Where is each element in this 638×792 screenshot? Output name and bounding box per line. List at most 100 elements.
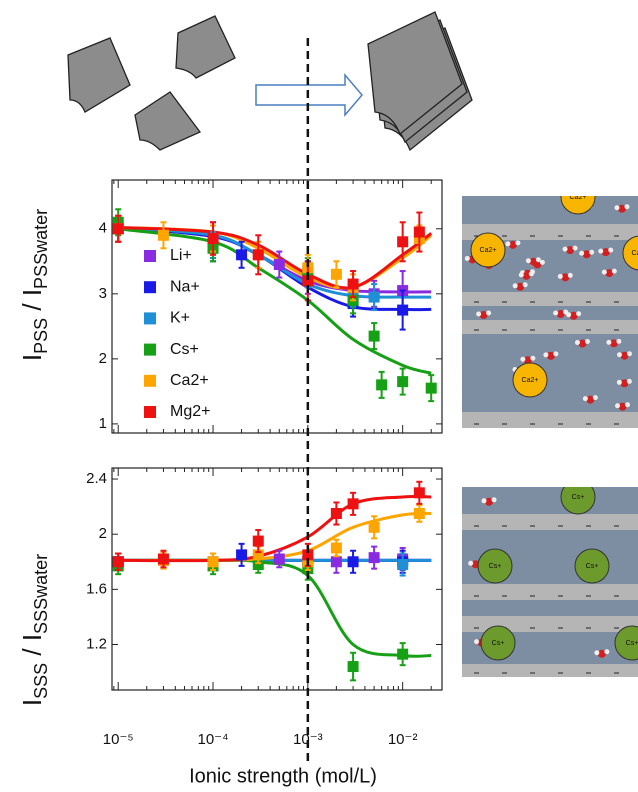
y-axis-label-part: I xyxy=(17,699,47,706)
ion xyxy=(622,235,638,271)
water-molecule xyxy=(624,204,630,210)
legend-label: Ca2+ xyxy=(170,372,209,389)
y-tick-label: 2 xyxy=(99,350,107,367)
marker xyxy=(112,556,124,568)
water-molecule xyxy=(476,311,482,317)
y-axis-label: ISSS / ISSSwater xyxy=(17,554,51,706)
clay-layer xyxy=(462,664,638,677)
legend-swatch xyxy=(144,406,156,418)
ion-label: Ca2+ xyxy=(570,194,587,201)
flake xyxy=(67,37,131,113)
marker xyxy=(207,556,219,568)
water-molecule xyxy=(616,352,622,358)
plot-frame xyxy=(111,467,443,691)
water-molecule xyxy=(598,248,604,254)
marker xyxy=(376,379,388,391)
water-molecule xyxy=(586,395,595,404)
ion-label: Cs+ xyxy=(626,640,638,647)
water-molecule xyxy=(601,248,610,257)
y-tick-label: 2.4 xyxy=(86,470,107,487)
flakes-cartoon xyxy=(67,15,236,151)
ion xyxy=(512,362,548,398)
clay-layer xyxy=(462,514,638,530)
water-molecule xyxy=(578,339,587,348)
marker xyxy=(397,559,409,571)
water-molecule xyxy=(557,273,563,279)
water-molecule xyxy=(605,269,614,278)
water-molecule xyxy=(626,378,632,384)
water-molecule xyxy=(620,379,629,388)
legend-swatch xyxy=(144,343,156,356)
water-molecule xyxy=(606,339,612,345)
water-molecule xyxy=(608,247,614,253)
water-molecule xyxy=(479,311,488,320)
marker xyxy=(302,275,314,287)
plot-frame xyxy=(111,179,443,434)
marker xyxy=(347,278,359,290)
water-molecule xyxy=(508,240,517,249)
legend-label: Li+ xyxy=(170,247,192,264)
water-molecule xyxy=(601,269,607,275)
water-molecule xyxy=(486,310,492,316)
clay-layer xyxy=(462,320,638,334)
marker xyxy=(273,553,285,565)
y-axis-label-part: / I xyxy=(17,634,47,663)
water-molecule xyxy=(616,338,622,344)
y-axis-label: IPSS / IPSSwater xyxy=(17,209,51,361)
legend-label: Mg2+ xyxy=(170,403,210,420)
y-tick-label: 1.6 xyxy=(86,580,107,597)
marker xyxy=(347,498,359,510)
fit-curve xyxy=(118,511,432,562)
marker xyxy=(413,508,425,520)
marker xyxy=(368,330,380,342)
ion-label: Cs+ xyxy=(489,563,502,570)
marker xyxy=(330,268,342,280)
water-molecule xyxy=(474,639,480,645)
marker xyxy=(413,487,425,499)
marker xyxy=(330,556,342,568)
y-axis-label-part: PSS xyxy=(31,318,51,354)
water-molecule xyxy=(522,282,528,288)
water-molecule xyxy=(567,272,573,278)
marker xyxy=(236,249,248,261)
water-molecule xyxy=(518,272,524,278)
legend-swatch xyxy=(144,374,156,387)
water-molecule xyxy=(617,204,626,213)
water-molecule xyxy=(491,497,497,503)
marker xyxy=(413,226,425,238)
water-molecule xyxy=(522,271,531,280)
marker xyxy=(397,236,409,248)
water-molecule xyxy=(597,649,606,658)
water-molecule xyxy=(530,355,536,361)
water-molecule xyxy=(574,340,580,346)
legend-swatch xyxy=(144,281,156,294)
marker xyxy=(207,233,219,245)
ion xyxy=(477,548,513,584)
y-axis-label-part: SSSwater xyxy=(31,554,51,634)
marker xyxy=(236,549,248,561)
water-molecule xyxy=(618,402,627,411)
water-molecule xyxy=(515,240,521,246)
marker xyxy=(347,556,359,568)
y-axis-label-part: I xyxy=(17,354,47,361)
x-tick-label: 10⁻⁴ xyxy=(197,731,228,748)
water-molecule xyxy=(485,497,494,506)
water-molecule xyxy=(566,312,572,318)
water-molecule xyxy=(516,282,525,291)
water-molecule xyxy=(566,246,575,255)
water-molecule xyxy=(529,257,538,266)
marker xyxy=(157,229,169,241)
clay-layer xyxy=(462,412,638,428)
sheet xyxy=(367,11,463,136)
x-tick-label: 10⁻⁵ xyxy=(103,731,134,748)
x-tick-label: 10⁻³ xyxy=(293,731,323,748)
y-tick-label: 4 xyxy=(99,220,107,237)
ion xyxy=(574,548,610,584)
marker xyxy=(157,553,169,565)
water-molecule xyxy=(543,352,549,358)
y-axis-label-part: PSSwater xyxy=(31,209,51,289)
water-molecule xyxy=(576,311,582,317)
water-molecule xyxy=(468,560,474,566)
ion-label: Cs+ xyxy=(586,563,599,570)
x-tick-label: 10⁻² xyxy=(388,731,418,748)
